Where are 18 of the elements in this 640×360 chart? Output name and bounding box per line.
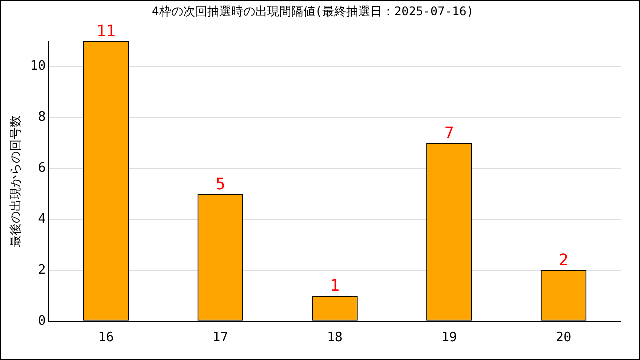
y-tick-label: 2 (38, 262, 46, 278)
data-label: 2 (558, 250, 569, 270)
data-label: 7 (444, 123, 454, 142)
x-tick-label: 20 (556, 330, 572, 346)
y-tick-label: 8 (38, 110, 46, 126)
x-tick-label: 16 (98, 330, 114, 346)
y-tick-label: 0 (38, 314, 46, 329)
data-label: 5 (216, 174, 226, 194)
x-tick-label: 17 (212, 330, 228, 346)
data-label: 11 (96, 22, 116, 41)
x-tick-label: 18 (327, 330, 343, 346)
y-tick-label: 4 (38, 212, 46, 227)
y-axis-title: 最後の出現からの回号数 (8, 115, 22, 248)
x-tick-label: 19 (442, 330, 458, 346)
chart-title: 4枠の次回抽選時の出現間隔値(最終抽選日：2025-07-16) (152, 4, 474, 18)
y-tick-label: 10 (30, 59, 46, 74)
data-label: 1 (330, 276, 340, 296)
y-tick-label: 6 (38, 161, 46, 176)
